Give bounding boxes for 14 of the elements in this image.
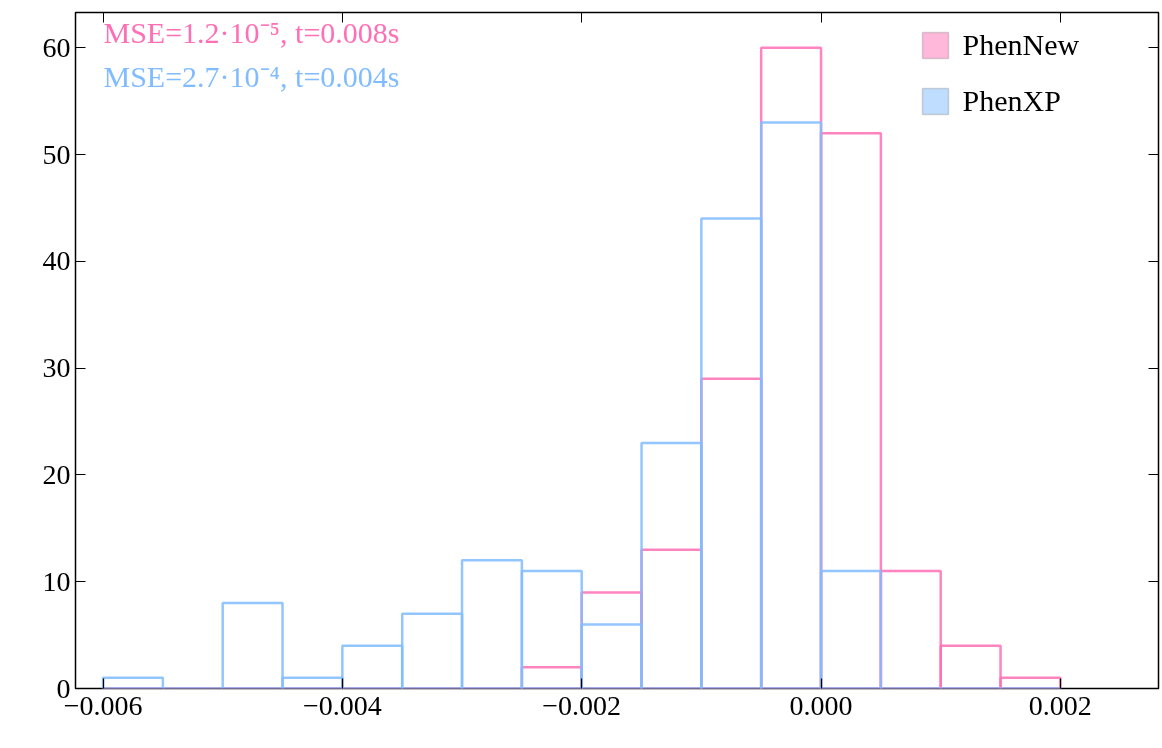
- y-tick-label: 10: [42, 565, 71, 597]
- x-tick-label: −0.004: [302, 689, 382, 721]
- legend-label: PhenXP: [962, 83, 1061, 117]
- x-tick-label: 0.000: [789, 689, 853, 721]
- y-tick-label: 50: [42, 138, 71, 170]
- y-tick-label: 20: [42, 458, 71, 490]
- annotation: MSE=2.7·10⁻⁴, t=0.004s: [103, 59, 400, 93]
- legend-label: PhenNew: [962, 27, 1080, 61]
- x-tick-label: 0.002: [1028, 689, 1092, 721]
- y-tick-label: 40: [42, 245, 71, 277]
- y-tick-label: 60: [42, 31, 71, 63]
- x-tick-label: −0.002: [542, 689, 622, 721]
- y-tick-label: 30: [42, 352, 71, 384]
- annotation: MSE=1.2·10⁻⁵, t=0.008s: [103, 15, 400, 49]
